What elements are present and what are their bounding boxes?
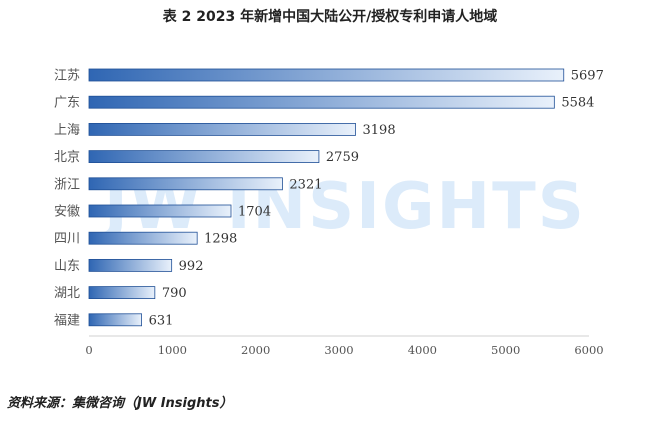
x-tick-label: 6000 — [574, 343, 603, 357]
category-label: 浙江 — [54, 177, 80, 192]
bar — [88, 258, 173, 272]
data-label: 790 — [162, 286, 187, 301]
x-tick-label: 4000 — [408, 343, 437, 357]
x-tick-label: 0 — [85, 343, 92, 357]
category-label: 湖北 — [54, 286, 80, 301]
data-label: 5584 — [561, 96, 594, 111]
bar — [88, 204, 232, 218]
bar — [88, 150, 320, 164]
data-label: 3198 — [363, 123, 396, 138]
category-label: 北京 — [54, 150, 80, 165]
chart-title: 表 2 2023 年新增中国大陆公开/授权专利申请人地域 — [162, 9, 498, 25]
x-tick-label: 2000 — [241, 343, 270, 357]
source-note: 资料来源：集微咨询（JW Insights） — [7, 396, 233, 411]
data-label: 631 — [149, 313, 174, 328]
category-label: 山东 — [54, 259, 80, 274]
data-label: 1298 — [204, 232, 237, 247]
x-tick-label: 5000 — [491, 343, 520, 357]
category-label: 上海 — [54, 123, 80, 138]
bar — [88, 123, 356, 136]
category-label: 福建 — [54, 313, 80, 328]
bars-group: 江苏 5697 广东 5584 上海 3198 北京 2759 浙江 2321 安徽 1704 四川 12… — [54, 68, 604, 329]
bar — [88, 95, 555, 109]
x-tick-label: 1000 — [158, 343, 187, 357]
category-label: 广东 — [54, 96, 80, 111]
category-label: 四川 — [54, 232, 80, 247]
data-label: 2321 — [289, 177, 322, 192]
bar — [88, 177, 283, 191]
x-axis: 0 1000 2000 3000 4000 5000 6000 — [85, 335, 604, 357]
data-label: 2759 — [326, 150, 359, 165]
x-tick-label: 3000 — [324, 343, 353, 357]
data-label: 1704 — [238, 205, 271, 220]
bar — [88, 231, 198, 245]
bar — [88, 68, 565, 82]
category-label: 江苏 — [54, 68, 80, 84]
data-label: 5697 — [571, 69, 604, 84]
bar — [88, 313, 142, 327]
category-label: 安徽 — [54, 205, 80, 220]
bar — [88, 286, 156, 300]
data-label: 992 — [179, 259, 204, 274]
